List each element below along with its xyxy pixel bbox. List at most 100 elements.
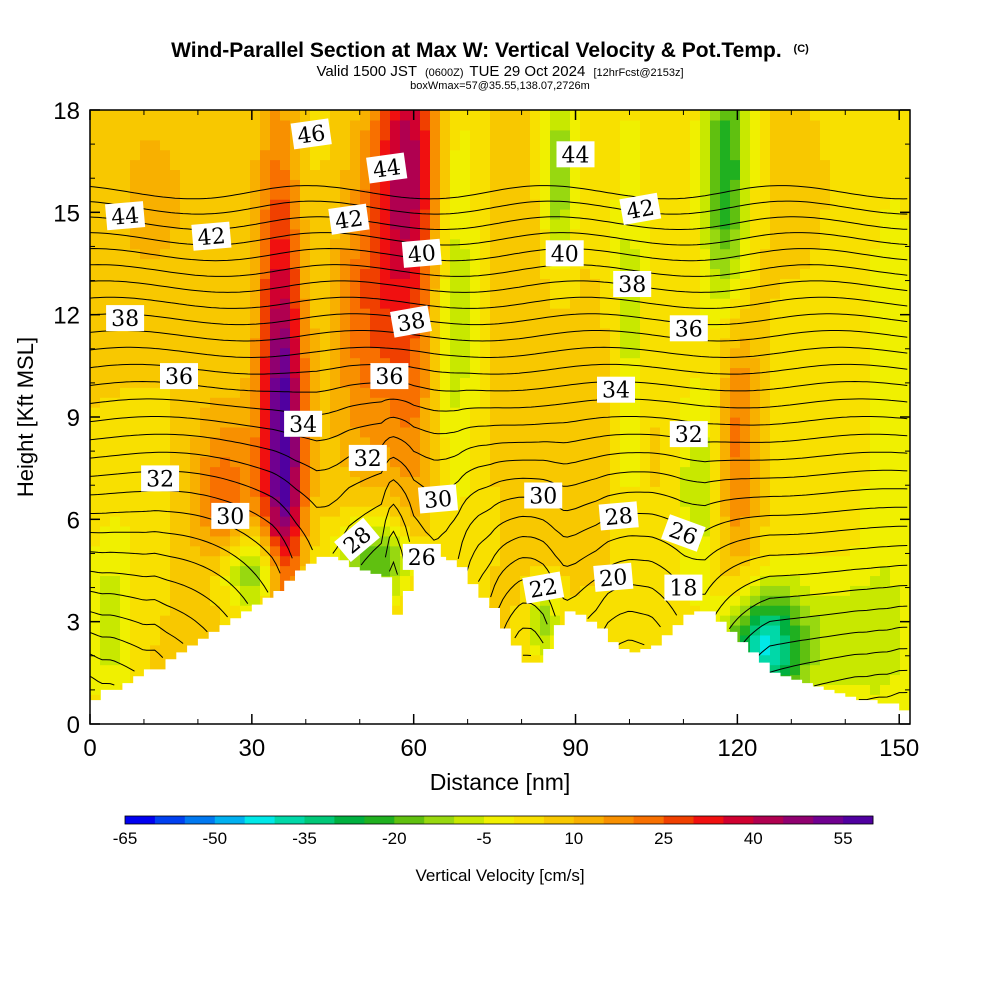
velocity-cell — [890, 634, 901, 646]
velocity-cell — [790, 169, 801, 180]
velocity-cell — [680, 506, 691, 517]
velocity-cell — [860, 545, 871, 557]
velocity-cell — [740, 308, 751, 319]
velocity-cell — [380, 496, 391, 507]
velocity-cell — [130, 268, 141, 279]
velocity-cell — [590, 615, 601, 626]
velocity-cell — [600, 595, 611, 606]
velocity-cell — [890, 664, 901, 676]
velocity-cell — [550, 535, 561, 547]
velocity-cell — [610, 535, 621, 547]
velocity-cell — [710, 288, 721, 299]
velocity-cell — [780, 268, 791, 279]
velocity-cell — [290, 466, 301, 478]
velocity-cell — [280, 288, 291, 299]
velocity-cell — [840, 545, 851, 557]
velocity-cell — [380, 149, 391, 161]
velocity-cell — [730, 278, 741, 289]
velocity-cell — [470, 238, 481, 250]
velocity-cell — [90, 308, 101, 319]
velocity-cell — [780, 238, 791, 250]
velocity-cell — [500, 535, 511, 547]
velocity-cell — [260, 476, 271, 487]
velocity-cell — [370, 555, 381, 567]
velocity-cell — [460, 119, 471, 131]
velocity-cell — [780, 555, 791, 567]
velocity-cell — [730, 624, 741, 636]
velocity-cell — [750, 496, 761, 507]
velocity-cell — [780, 308, 791, 319]
velocity-cell — [260, 585, 271, 596]
velocity-cell — [770, 565, 781, 577]
velocity-cell — [860, 575, 871, 586]
velocity-cell — [700, 258, 711, 270]
velocity-cell — [630, 139, 641, 151]
velocity-cell — [830, 159, 841, 171]
velocity-cell — [880, 496, 891, 507]
velocity-cell — [230, 347, 241, 359]
velocity-cell — [770, 605, 781, 616]
velocity-cell — [830, 516, 841, 527]
velocity-cell — [710, 367, 721, 378]
velocity-cell — [440, 466, 451, 478]
velocity-cell — [580, 417, 591, 428]
velocity-cell — [840, 129, 851, 141]
velocity-cell — [240, 308, 251, 319]
velocity-cell — [220, 347, 231, 359]
velocity-cell — [240, 466, 251, 478]
velocity-cell — [880, 288, 891, 299]
velocity-cell — [530, 317, 541, 329]
velocity-cell — [870, 605, 881, 616]
velocity-cell — [650, 248, 661, 260]
velocity-cell — [780, 169, 791, 180]
velocity-cell — [250, 238, 261, 250]
velocity-cell — [760, 605, 771, 616]
velocity-cell — [310, 278, 321, 289]
velocity-cell — [150, 436, 161, 448]
velocity-cell — [600, 228, 611, 240]
velocity-cell — [380, 535, 391, 547]
velocity-cell — [160, 288, 171, 299]
velocity-cell — [880, 308, 891, 319]
velocity-cell — [260, 228, 271, 240]
velocity-cell — [570, 545, 581, 557]
velocity-cell — [500, 347, 511, 359]
velocity-cell — [330, 516, 341, 527]
velocity-cell — [860, 585, 871, 596]
velocity-cell — [860, 268, 871, 279]
velocity-cell — [570, 446, 581, 458]
velocity-cell — [110, 555, 121, 567]
velocity-cell — [380, 397, 391, 408]
velocity-cell — [350, 119, 361, 131]
velocity-cell — [110, 417, 121, 428]
velocity-cell — [740, 159, 751, 171]
velocity-cell — [420, 357, 431, 369]
velocity-cell — [310, 268, 321, 279]
velocity-cell — [880, 189, 891, 200]
velocity-cell — [710, 357, 721, 369]
velocity-cell — [370, 545, 381, 557]
velocity-cell — [130, 189, 141, 200]
velocity-cell — [310, 496, 321, 507]
velocity-cell — [210, 417, 221, 428]
velocity-cell — [170, 565, 181, 577]
velocity-cell — [90, 595, 101, 606]
velocity-cell — [450, 456, 461, 468]
velocity-cell — [530, 238, 541, 250]
velocity-cell — [430, 169, 441, 180]
velocity-cell — [570, 407, 581, 418]
velocity-cell — [170, 417, 181, 428]
velocity-cell — [760, 119, 771, 131]
velocity-cell — [780, 624, 791, 636]
velocity-cell — [540, 525, 551, 537]
velocity-cell — [280, 387, 291, 398]
velocity-cell — [520, 278, 531, 289]
velocity-cell — [190, 565, 201, 577]
velocity-cell — [530, 268, 541, 279]
velocity-cell — [580, 189, 591, 200]
velocity-cell — [370, 357, 381, 369]
velocity-cell — [580, 575, 591, 586]
velocity-cell — [160, 139, 171, 151]
velocity-cell — [170, 149, 181, 161]
velocity-cell — [830, 228, 841, 240]
